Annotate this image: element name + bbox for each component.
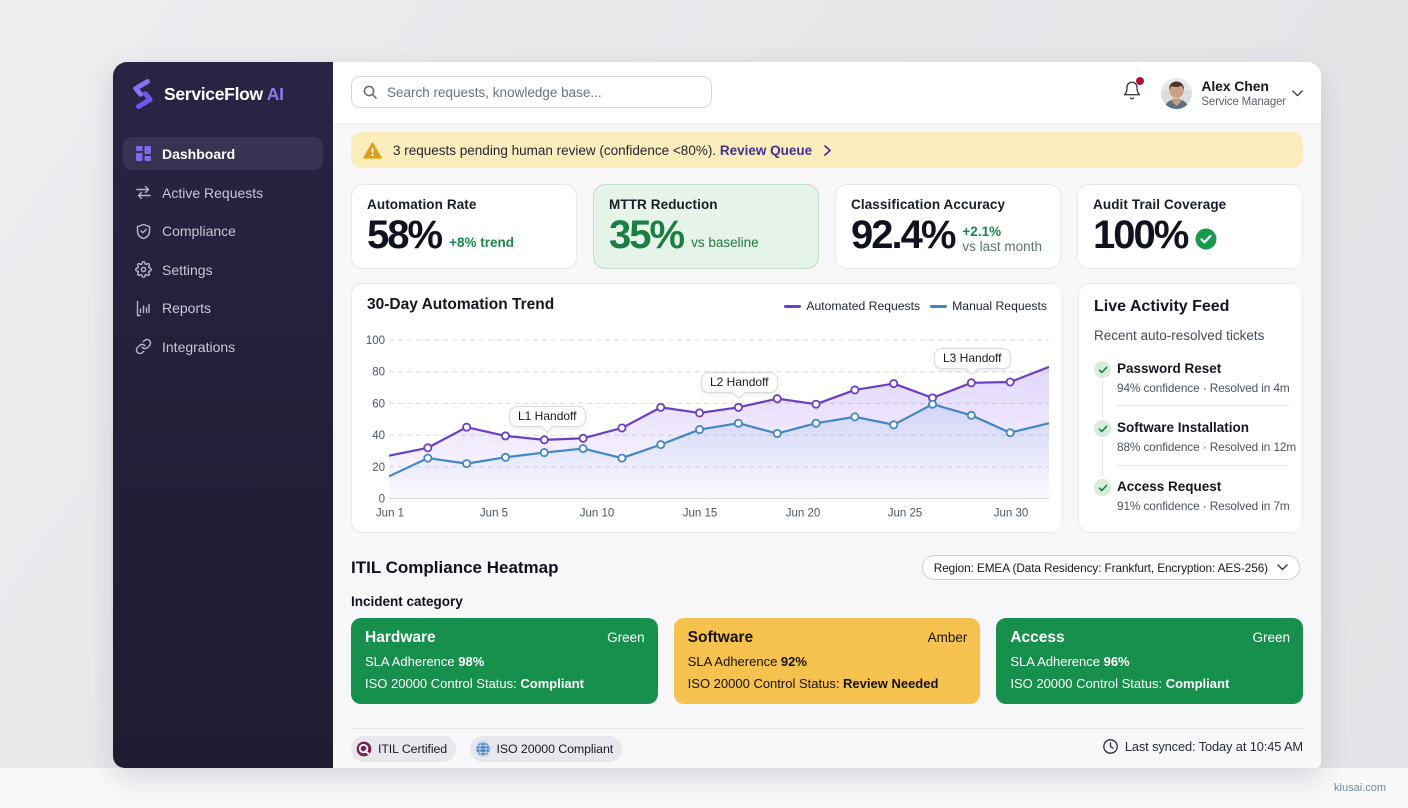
svg-text:Jun 10: Jun 10 [580,508,615,520]
svg-text:60: 60 [372,398,385,410]
svg-text:0: 0 [379,494,385,506]
svg-text:20: 20 [372,462,385,474]
svg-text:Jun 5: Jun 5 [480,508,508,520]
svg-text:Jun 1: Jun 1 [376,508,404,520]
svg-text:Jun 15: Jun 15 [683,508,718,520]
svg-text:40: 40 [372,430,385,442]
svg-text:Jun 20: Jun 20 [786,508,821,520]
svg-text:100: 100 [366,335,385,347]
svg-text:Jun 25: Jun 25 [888,508,923,520]
svg-text:Jun 30: Jun 30 [994,508,1029,520]
svg-text:80: 80 [372,367,385,379]
